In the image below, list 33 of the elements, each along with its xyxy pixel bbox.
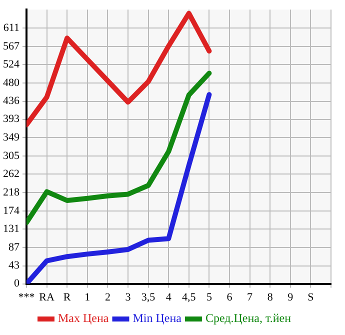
y-tick-label: 393: [3, 113, 20, 126]
y-tick-label: 480: [3, 76, 20, 89]
x-tick-label: RA: [39, 291, 54, 304]
legend-label: Min Цена: [132, 311, 182, 326]
y-tick-label: 611: [3, 22, 20, 34]
x-tick-label: 3,5: [141, 291, 156, 304]
y-tick-label: 524: [3, 58, 20, 70]
x-tick-label: 8: [267, 291, 274, 304]
legend-label: Max Цена: [58, 311, 110, 326]
x-tick-label: 4: [166, 291, 172, 304]
x-tick-label: 2: [104, 291, 110, 304]
y-tick-label: 567: [3, 40, 20, 52]
y-tick-label: 131: [3, 222, 20, 235]
x-tick-label: 9: [288, 291, 294, 304]
y-tick-label: 0: [14, 278, 20, 290]
x-tick-label: 3: [125, 291, 132, 304]
y-tick-label: 43: [8, 260, 20, 272]
x-tick-label: 6: [226, 291, 233, 304]
y-tick-label: 174: [3, 204, 20, 217]
y-tick-label: 262: [3, 168, 20, 180]
y-tick-label: 87: [8, 241, 20, 254]
y-tick-label: 436: [3, 95, 20, 108]
x-tick-label: 1: [84, 291, 90, 304]
x-tick-label: 4,5: [182, 291, 196, 304]
x-tick-label: 7: [247, 291, 254, 304]
x-tick-label: R: [63, 291, 72, 304]
y-tick-label: 305: [3, 150, 20, 162]
x-tick-label: ***: [18, 291, 35, 304]
x-tick-label: 5: [206, 291, 212, 304]
x-tick-label: S: [308, 291, 314, 304]
y-tick-label: 218: [3, 186, 20, 198]
y-tick-label: 349: [3, 132, 20, 144]
legend-label: Сред.Цена, т.йен: [205, 311, 292, 326]
